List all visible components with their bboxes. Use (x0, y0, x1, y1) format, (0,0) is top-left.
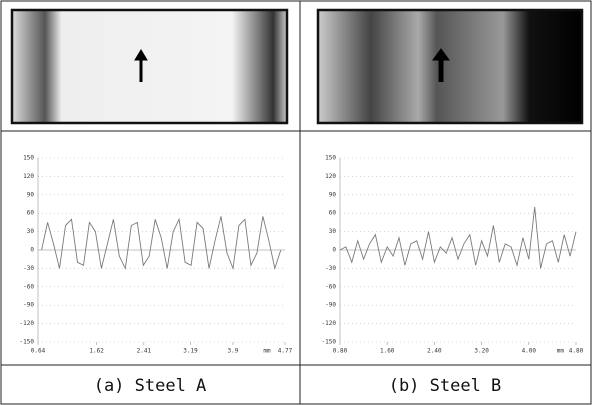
x-tick-label: 1.60 (380, 348, 395, 355)
scan-image (316, 8, 584, 125)
y-tick-label: -120 (20, 320, 35, 327)
x-tick-label: 3.20 (474, 348, 489, 355)
y-tick-label: 150 (23, 155, 34, 162)
y-tick-label: -90 (23, 302, 34, 309)
y-tick-label: -150 (322, 339, 337, 346)
x-tick-label: 4.80 (569, 348, 584, 355)
y-tick-label: 0 (30, 247, 34, 254)
y-tick-label: 60 (329, 210, 337, 217)
y-tick-label: 90 (27, 191, 35, 198)
x-tick-label: 1.62 (89, 348, 104, 355)
x-tick-label: 4.77 (278, 348, 293, 355)
signal-line (339, 207, 577, 269)
x-tick-label: 2.41 (137, 348, 152, 355)
x-tick-label: 0.64 (31, 348, 46, 355)
x-unit-label: mm (263, 348, 271, 355)
y-tick-label: -90 (325, 302, 336, 309)
y-tick-label: -120 (322, 320, 337, 327)
y-tick-label: -30 (325, 265, 336, 272)
caption: (b) Steel B (389, 376, 502, 396)
y-tick-label: 150 (325, 155, 336, 162)
y-tick-label: -60 (23, 283, 34, 290)
x-unit-label: mm (557, 348, 565, 355)
y-tick-label: 0 (332, 247, 336, 254)
arrow (432, 48, 450, 82)
y-tick-label: 120 (325, 173, 336, 180)
y-tick-label: -30 (23, 265, 34, 272)
signal-line (41, 216, 282, 271)
y-tick-label: -150 (20, 339, 35, 346)
y-tick-label: 120 (23, 173, 34, 180)
x-tick-label: 0.80 (333, 348, 348, 355)
scan-image (10, 8, 289, 125)
y-tick-label: 60 (27, 210, 35, 217)
arrow (134, 49, 148, 82)
x-tick-label: 4.00 (522, 348, 537, 355)
y-tick-label: 30 (329, 228, 337, 235)
x-tick-label: 2.40 (427, 348, 442, 355)
y-tick-label: 30 (27, 228, 35, 235)
y-tick-label: 90 (329, 191, 337, 198)
y-tick-label: -60 (325, 283, 336, 290)
x-tick-label: 3.9 (228, 348, 239, 355)
x-tick-label: 3.19 (183, 348, 198, 355)
caption: (a) Steel A (94, 376, 207, 396)
